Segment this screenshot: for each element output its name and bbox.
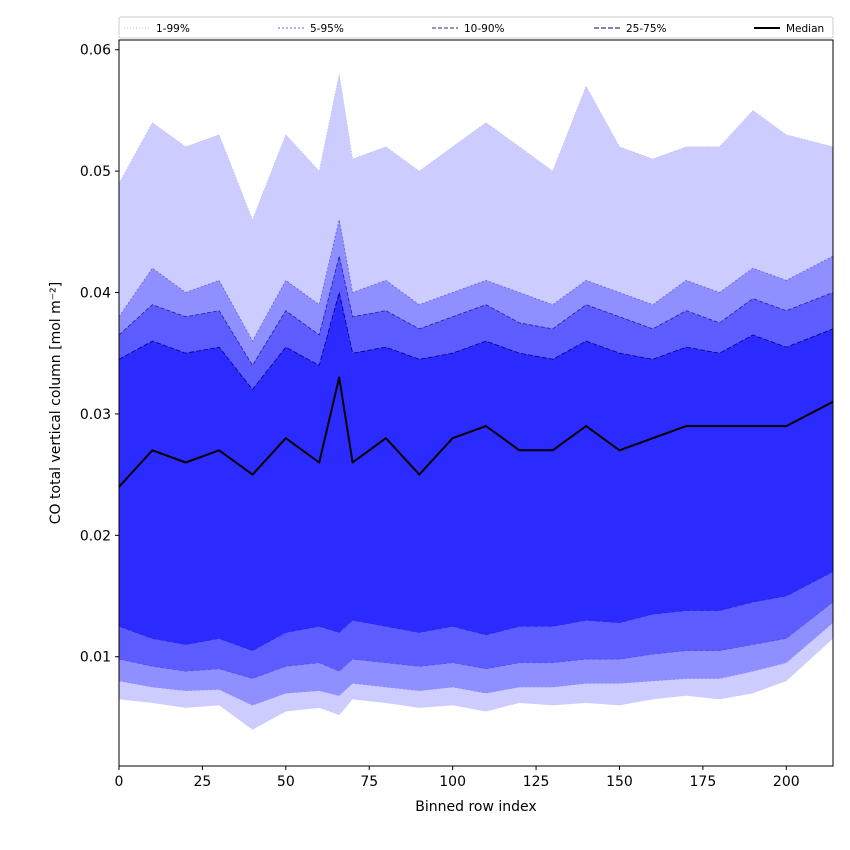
- band-10-90%-upper-line: [119, 256, 833, 367]
- plot-frame: [118, 39, 834, 767]
- plot-area: [119, 73, 833, 730]
- band-25-75%-upper-line: [119, 292, 833, 391]
- x-tick-label: 200: [773, 774, 800, 790]
- legend-box: [118, 16, 834, 39]
- x-tick-label: 150: [606, 774, 633, 790]
- band-10-90%-lower-line: [119, 601, 833, 679]
- legend-label: 10-90%: [464, 23, 505, 35]
- axes: 0 25 50 75 100 125 150 175 200 0.01 0.02 0.03 0.04 0.…: [80, 39, 834, 790]
- legend-label: Median: [786, 23, 824, 35]
- x-tick-label: 175: [690, 774, 717, 790]
- median-line: [119, 376, 833, 488]
- y-tick-label: 0.02: [80, 528, 111, 544]
- legend-label: 1-99%: [156, 23, 190, 35]
- plot-content: [119, 73, 833, 730]
- y-tick-label: 0.06: [80, 43, 111, 59]
- x-axis-label: Binned row index: [415, 799, 536, 815]
- y-tick-label: 0.01: [80, 650, 111, 666]
- band-5-95%-lower-line: [119, 622, 833, 706]
- legend: 1-99% 5-95% 10-90% 25-75% Median: [118, 16, 834, 39]
- y-tick-label: 0.05: [80, 164, 111, 180]
- y-tick-label: 0.04: [80, 286, 111, 302]
- band-1-99%-upper-line: [119, 73, 833, 221]
- y-tick-label: 0.03: [80, 407, 111, 423]
- legend-label: 5-95%: [310, 23, 344, 35]
- band-1-99%-lower-line: [119, 638, 833, 730]
- band-25-75%-area: [119, 292, 833, 651]
- x-tick-label: 25: [193, 774, 211, 790]
- band-5-95%-upper-line: [119, 219, 833, 342]
- x-tick-label: 100: [439, 774, 466, 790]
- x-tick-label: 0: [115, 774, 124, 790]
- band-25-75%-lower-line: [119, 571, 833, 651]
- x-tick-label: 125: [523, 774, 550, 790]
- x-tick-label: 50: [277, 774, 295, 790]
- x-tick-label: 75: [360, 774, 378, 790]
- y-axis-label: CO total vertical column [mol m⁻²]: [48, 282, 64, 524]
- legend-label: 25-75%: [626, 23, 667, 35]
